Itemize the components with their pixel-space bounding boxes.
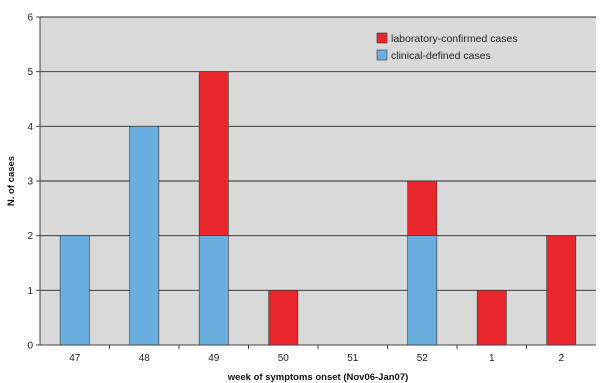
x-tick-label: 52 (417, 353, 429, 364)
legend-label-laboratory: laboratory-confirmed cases (391, 33, 518, 45)
y-axis-title: N. of cases (6, 156, 17, 206)
y-tick-label: 3 (27, 177, 33, 188)
x-axis-ticks: 47 48 49 50 51 52 1 2 (69, 345, 564, 364)
bar-laboratory-week-50 (268, 290, 299, 346)
y-tick-label: 6 (27, 13, 33, 24)
legend-swatch-clinical (376, 49, 388, 61)
bar-clinical-week-47 (59, 235, 90, 346)
x-tick-label: 2 (558, 353, 564, 364)
bar-clinical-week-49 (198, 235, 229, 346)
bar-laboratory-week-49 (198, 71, 229, 236)
x-tick-label: 1 (489, 353, 495, 364)
y-tick-label: 5 (27, 67, 33, 78)
y-tick-label: 4 (27, 122, 33, 133)
bar-laboratory-week-52 (407, 180, 438, 236)
bar-clinical-week-48 (129, 126, 160, 346)
legend-swatch-laboratory (376, 32, 388, 44)
y-tick-label: 2 (27, 231, 33, 242)
x-tick-label: 50 (278, 353, 290, 364)
x-tick-label: 47 (69, 353, 81, 364)
bars (59, 71, 577, 346)
y-axis-ticks: 0 1 2 3 4 5 6 (27, 13, 40, 352)
bar-laboratory-week-2 (546, 235, 577, 346)
x-tick-label: 48 (139, 353, 151, 364)
legend-label-clinical: clinical-defined cases (391, 50, 491, 62)
x-axis-title: week of symptoms onset (Nov06-Jan07) (227, 372, 409, 383)
y-tick-label: 0 (27, 341, 33, 352)
legend: laboratory-confirmed cases clinical-defin… (376, 32, 518, 62)
y-tick-label: 1 (27, 286, 33, 297)
x-tick-label: 49 (208, 353, 220, 364)
bar-clinical-week-52 (407, 235, 438, 346)
x-tick-label: 51 (347, 353, 359, 364)
bar-laboratory-week-1 (476, 290, 507, 346)
